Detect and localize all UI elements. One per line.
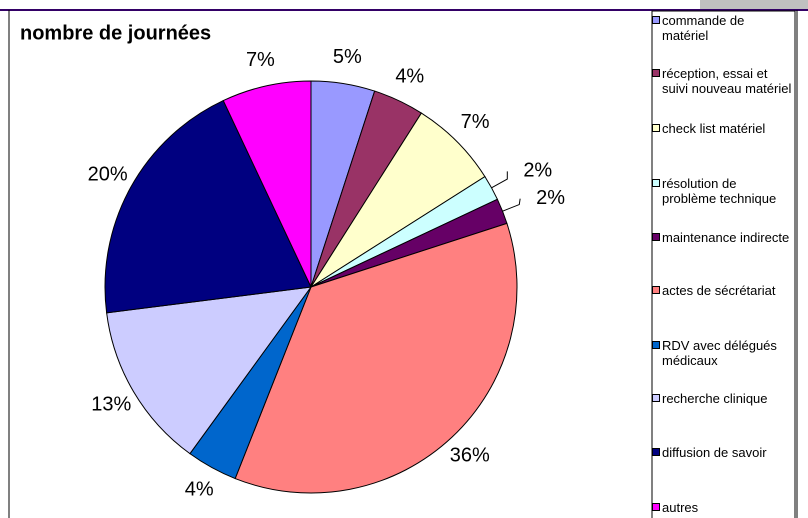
legend-label: résolution de problème technique [662,176,777,206]
legend-entry: diffusion de savoir [652,445,794,460]
legend-entry: RDV avec délégués médicaux [652,338,794,368]
legend-entry: résolution de problème technique [652,176,794,206]
data-label: 36% [450,444,490,466]
frame-gray [700,0,808,10]
legend-swatch [652,341,660,349]
data-label: 7% [246,49,275,71]
legend-entry: recherche clinique [652,391,794,406]
legend-label: diffusion de savoir [662,445,767,460]
data-label: 20% [88,164,128,186]
legend-entry: maintenance indirecte [652,230,794,245]
legend-swatch [652,503,660,511]
legend-swatch [652,179,660,187]
legend-label: réception, essai et suivi nouveau matéri… [662,66,792,96]
data-label: 5% [333,46,362,68]
legend-swatch [652,286,660,294]
legend-swatch [652,124,660,132]
legend-label: recherche clinique [662,391,768,406]
legend-label: maintenance indirecte [662,230,790,245]
pie-slice [222,80,312,288]
leader-line [491,171,508,189]
legend-entry: autres [652,500,794,515]
legend-box [651,10,796,518]
pie-slice [104,99,312,314]
legend-entry: check list matériel [652,121,794,136]
legend-swatch [652,16,660,24]
legend-entry: actes de sécrétariat [652,283,794,298]
pie-slice [106,286,313,455]
legend-swatch [652,69,660,77]
data-label: 4% [395,65,424,87]
legend-entry: commande de matériel [652,13,794,43]
data-label: 2% [536,187,565,209]
data-label: 7% [461,111,490,133]
legend-label: autres [662,500,699,515]
legend-entry: réception, essai et suivi nouveau matéri… [652,66,794,96]
data-label: 2% [523,160,552,182]
legend-label: RDV avec délégués médicaux [662,338,777,368]
data-label: 13% [91,393,131,415]
pie-slice [234,222,518,494]
legend-label: check list matériel [662,121,766,136]
chart-title: nombre de journées [20,22,211,44]
data-label: 4% [185,479,214,501]
legend-swatch [652,233,660,241]
legend-swatch [652,394,660,402]
legend-swatch [652,448,660,456]
leader-line [502,198,521,212]
legend-label: commande de matériel [662,13,745,43]
legend-label: actes de sécrétariat [662,283,776,298]
